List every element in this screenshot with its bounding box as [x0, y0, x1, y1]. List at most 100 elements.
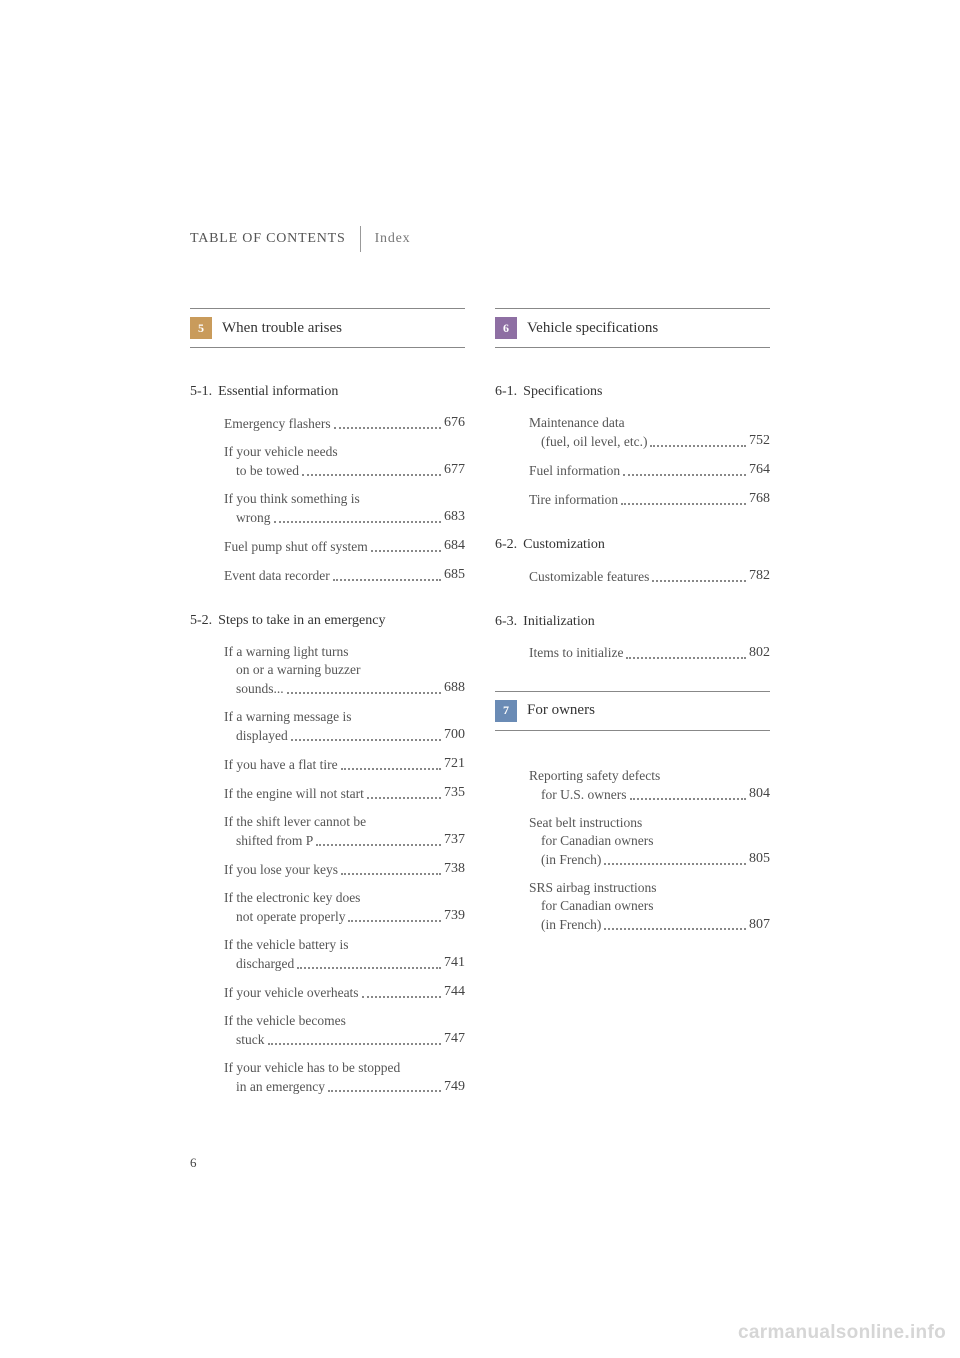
entry-label: If the shift lever cannot be: [224, 813, 465, 831]
toc-entry[interactable]: If you think something iswrong683: [224, 490, 465, 527]
entry-label-last: (in French): [529, 916, 601, 934]
toc-entry[interactable]: If your vehicle overheats 744: [224, 983, 465, 1002]
entry-page: 721: [444, 755, 465, 774]
leader-dots: [604, 863, 746, 865]
section-title: 6-2.Customization: [495, 537, 770, 553]
entry-label: Reporting safety defects: [529, 767, 770, 785]
entry-label: SRS airbag instructionsfor Canadian owne…: [529, 879, 770, 915]
entry-page: 700: [444, 726, 465, 745]
entry-label-last: shifted from P: [224, 832, 313, 850]
entry-page: 737: [444, 831, 465, 850]
section-name: Customization: [523, 537, 605, 553]
entry-page: 807: [749, 916, 770, 935]
entry-label: Seat belt instructionsfor Canadian owner…: [529, 814, 770, 850]
entry-page: 802: [749, 644, 770, 663]
entry-label-last: not operate properly: [224, 908, 345, 926]
entry-label-last: (fuel, oil level, etc.): [529, 433, 647, 451]
leader-dots: [371, 550, 441, 552]
left-column: 5 When trouble arises 5-1.Essential info…: [190, 308, 465, 1124]
entry-list: Emergency flashers676 If your vehicle nee…: [224, 414, 465, 585]
entry-label-last: If the engine will not start: [224, 785, 364, 803]
chapter-number-badge: 5: [190, 317, 212, 339]
entry-page: 735: [444, 784, 465, 803]
section-title: 5-1.Essential information: [190, 384, 465, 400]
entry-label-last: (in French): [529, 851, 601, 869]
entry-page: 739: [444, 907, 465, 926]
entry-label-last: discharged: [224, 955, 294, 973]
entry-label-last: Emergency flashers: [224, 415, 331, 433]
leader-dots: [302, 474, 441, 476]
toc-entry[interactable]: Tire information768: [529, 490, 770, 509]
toc-entry[interactable]: Reporting safety defectsfor U.S. owners8…: [529, 767, 770, 804]
section-name: Steps to take in an emergency: [218, 613, 385, 629]
leader-dots: [348, 920, 441, 922]
entry-page: 685: [444, 566, 465, 585]
content-columns: 5 When trouble arises 5-1.Essential info…: [190, 308, 770, 1124]
toc-entry[interactable]: If you have a flat tire 721: [224, 755, 465, 774]
leader-dots: [287, 692, 441, 694]
entry-page: 677: [444, 461, 465, 480]
leader-dots: [367, 797, 441, 799]
leader-dots: [621, 503, 746, 505]
entry-page: 749: [444, 1078, 465, 1097]
leader-dots: [604, 928, 746, 930]
toc-entry[interactable]: If the electronic key doesnot operate pr…: [224, 889, 465, 926]
tab-divider: [360, 226, 361, 252]
section-title: 5-2.Steps to take in an emergency: [190, 613, 465, 629]
entry-label-last: If your vehicle overheats: [224, 984, 359, 1002]
toc-entry[interactable]: Maintenance data(fuel, oil level, etc.)7…: [529, 414, 770, 451]
entry-list: Items to initialize 802: [529, 644, 770, 663]
leader-dots: [623, 474, 746, 476]
entry-page: 738: [444, 860, 465, 879]
toc-entry[interactable]: Items to initialize 802: [529, 644, 770, 663]
entry-list: Maintenance data(fuel, oil level, etc.)7…: [529, 414, 770, 509]
entry-label: If your vehicle needs: [224, 443, 465, 461]
tab-toc[interactable]: TABLE OF CONTENTS: [190, 228, 356, 250]
toc-entry[interactable]: Seat belt instructionsfor Canadian owner…: [529, 814, 770, 869]
entry-label: If the electronic key does: [224, 889, 465, 907]
toc-entry[interactable]: If you lose your keys738: [224, 860, 465, 879]
tab-index[interactable]: Index: [375, 228, 421, 250]
entry-label-last: for U.S. owners: [529, 786, 627, 804]
chapter-title: Vehicle specifications: [527, 320, 658, 337]
leader-dots: [334, 427, 441, 429]
section-number: 5-1.: [190, 384, 212, 400]
chapter-header-5: 5 When trouble arises: [190, 308, 465, 348]
toc-entry[interactable]: If the shift lever cannot beshifted from…: [224, 813, 465, 850]
toc-entry[interactable]: If a warning light turnson or a warning …: [224, 643, 465, 698]
toc-entry[interactable]: If the vehicle becomesstuck747: [224, 1012, 465, 1049]
entry-page: 744: [444, 983, 465, 1002]
toc-entry[interactable]: If a warning message isdisplayed700: [224, 708, 465, 745]
toc-entry[interactable]: If the vehicle battery isdischarged741: [224, 936, 465, 973]
entry-label-last: Items to initialize: [529, 644, 623, 662]
section-title: 6-1.Specifications: [495, 384, 770, 400]
toc-entry[interactable]: Fuel pump shut off system 684: [224, 537, 465, 556]
entry-label: If a warning light turnson or a warning …: [224, 643, 465, 679]
entry-label: Maintenance data: [529, 414, 770, 432]
entry-page: 684: [444, 537, 465, 556]
toc-entry[interactable]: If your vehicle has to be stoppedin an e…: [224, 1059, 465, 1096]
entry-label-last: If you have a flat tire: [224, 756, 338, 774]
entry-label: If a warning message is: [224, 708, 465, 726]
toc-entry[interactable]: If the engine will not start 735: [224, 784, 465, 803]
entry-label-last: in an emergency: [224, 1078, 325, 1096]
section-name: Initialization: [523, 614, 595, 630]
entry-label-last: wrong: [224, 509, 271, 527]
toc-entry[interactable]: Customizable features782: [529, 567, 770, 586]
entry-page: 741: [444, 954, 465, 973]
entry-label: If the vehicle becomes: [224, 1012, 465, 1030]
toc-entry[interactable]: SRS airbag instructionsfor Canadian owne…: [529, 879, 770, 934]
entry-label-last: Event data recorder: [224, 567, 330, 585]
toc-entry[interactable]: Fuel information764: [529, 461, 770, 480]
section-title: 6-3.Initialization: [495, 614, 770, 630]
entry-list: Reporting safety defectsfor U.S. owners 8…: [529, 767, 770, 935]
toc-entry[interactable]: Emergency flashers676: [224, 414, 465, 433]
chapter-header-6: 6Vehicle specifications: [495, 308, 770, 348]
chapter-number-badge: 7: [495, 700, 517, 722]
entry-label-last: Fuel pump shut off system: [224, 538, 368, 556]
page-content: TABLE OF CONTENTS Index 5 When trouble a…: [190, 228, 770, 1124]
entry-label-last: sounds...: [224, 680, 284, 698]
entry-list: If a warning light turnson or a warning …: [224, 643, 465, 1097]
toc-entry[interactable]: Event data recorder 685: [224, 566, 465, 585]
toc-entry[interactable]: If your vehicle needsto be towed677: [224, 443, 465, 480]
